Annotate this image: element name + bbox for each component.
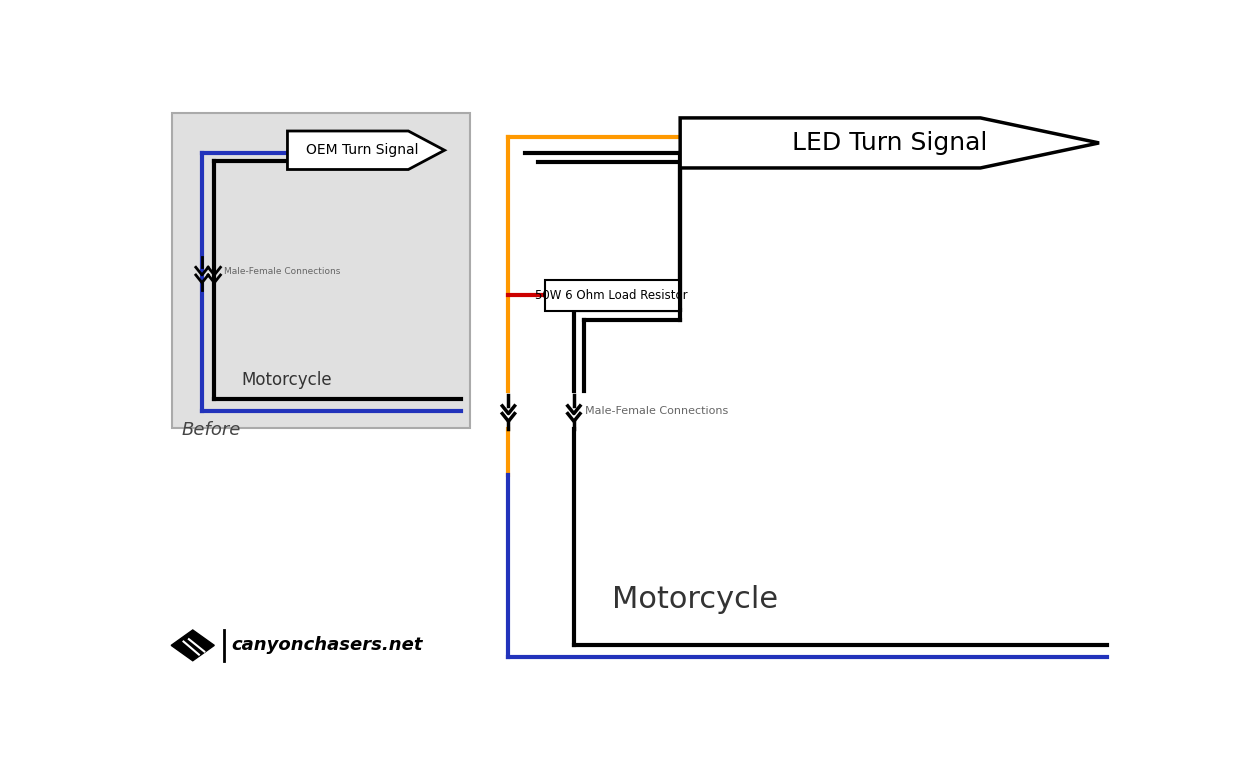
Text: Motorcycle: Motorcycle [613, 584, 779, 614]
Polygon shape [681, 118, 1099, 168]
Bar [172, 112, 470, 428]
Bar [544, 280, 678, 312]
Text: 50W 6 Ohm Load Resistor: 50W 6 Ohm Load Resistor [536, 290, 688, 302]
Text: Before: Before [181, 421, 241, 439]
Text: Male-Female Connections: Male-Female Connections [585, 406, 729, 415]
Text: Motorcycle: Motorcycle [242, 371, 332, 389]
Text: OEM Turn Signal: OEM Turn Signal [306, 143, 418, 157]
Text: Male-Female Connections: Male-Female Connections [223, 268, 340, 277]
Text: canyonchasers.net: canyonchasers.net [231, 637, 423, 654]
Polygon shape [288, 131, 444, 170]
Text: LED Turn Signal: LED Turn Signal [792, 131, 987, 155]
Polygon shape [171, 630, 215, 661]
